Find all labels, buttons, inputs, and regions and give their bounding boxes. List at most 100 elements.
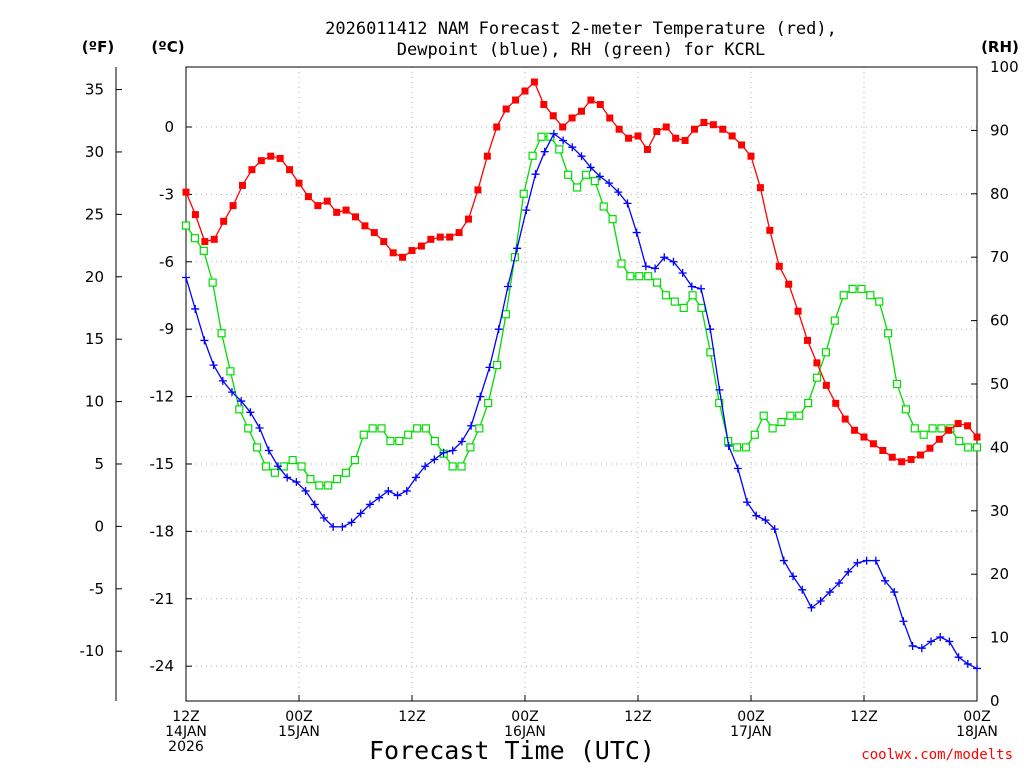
dewpoint-point xyxy=(494,325,503,334)
celsius-tick-label: -24 xyxy=(150,657,175,675)
dewpoint-point xyxy=(678,269,687,278)
dewpoint-series xyxy=(182,129,981,673)
temperature-point xyxy=(286,166,294,174)
dewpoint-point xyxy=(457,437,466,446)
dewpoint-point xyxy=(559,136,568,145)
chart-title-line-1: 2026011412 NAM Forecast 2-meter Temperat… xyxy=(325,19,837,39)
rh-unit-label: (RH) xyxy=(981,38,1019,56)
time-tick-label: 2026 xyxy=(168,739,204,755)
dewpoint-point xyxy=(209,361,218,370)
fahrenheit-tick-label: -10 xyxy=(80,642,105,660)
dewpoint-point xyxy=(191,304,200,313)
dewpoint-point xyxy=(485,363,494,372)
dewpoint-point xyxy=(881,576,890,585)
rh-tick-label: 70 xyxy=(990,248,1009,266)
temperature-point xyxy=(832,399,840,407)
dewpoint-point xyxy=(660,253,669,262)
dewpoint-point xyxy=(347,518,356,527)
rh-point xyxy=(661,291,671,300)
temperature-point xyxy=(794,307,802,315)
dewpoint-point xyxy=(476,392,485,401)
rh-point xyxy=(892,379,902,389)
rh-tick-label: 0 xyxy=(990,692,1000,710)
temperature-point xyxy=(257,157,265,165)
rh-tick-label: 30 xyxy=(990,502,1009,520)
rh-point xyxy=(955,436,964,446)
temperature-point xyxy=(370,229,378,237)
rh-point xyxy=(608,215,617,224)
rh-point xyxy=(857,284,866,293)
rh-point xyxy=(732,443,742,452)
rh-tick-label: 40 xyxy=(990,438,1009,456)
temperature-point xyxy=(964,422,972,430)
celsius-tick-label: -12 xyxy=(150,388,175,406)
fahrenheit-tick-label: 20 xyxy=(85,268,104,286)
time-tick-label: 00Z xyxy=(511,709,538,725)
time-tick-label: 18JAN xyxy=(956,724,998,740)
dewpoint-point xyxy=(540,147,549,156)
dewpoint-point xyxy=(945,637,954,646)
dewpoint-point xyxy=(338,522,347,531)
rh-point xyxy=(599,202,608,211)
dewpoint-point xyxy=(182,273,190,282)
rh-point xyxy=(332,475,342,484)
dewpoint-point xyxy=(927,637,936,646)
rh-point xyxy=(341,468,351,477)
time-tick-label: 00Z xyxy=(737,709,764,725)
dewpoint-point xyxy=(264,446,273,455)
fahrenheit-tick-label: 15 xyxy=(85,330,104,348)
temperature-point xyxy=(869,440,877,448)
temperature-point xyxy=(625,134,633,142)
rh-point xyxy=(475,424,484,433)
dewpoint-point xyxy=(641,262,650,271)
dewpoint-point xyxy=(871,556,880,565)
temperature-point xyxy=(888,453,896,461)
rh-point xyxy=(484,398,493,408)
fahrenheit-unit-label: (ºF) xyxy=(82,38,114,56)
dewpoint-point xyxy=(421,462,430,471)
time-tick-label: 14JAN xyxy=(165,724,207,740)
temperature-point xyxy=(615,125,623,133)
dewpoint-point xyxy=(862,556,871,565)
rh-point xyxy=(590,177,599,186)
rh-point xyxy=(697,303,706,313)
rh-point xyxy=(457,462,466,471)
temperature-point xyxy=(756,184,764,192)
dewpoint-point xyxy=(807,603,816,612)
rh-point xyxy=(626,272,635,281)
temperature-point xyxy=(314,202,322,210)
rh-point xyxy=(572,183,582,192)
fahrenheit-tick-label: 30 xyxy=(85,143,104,161)
rh-series xyxy=(181,132,982,490)
rh-point xyxy=(217,329,226,338)
dewpoint-point xyxy=(825,588,834,597)
time-tick-label: 16JAN xyxy=(504,724,546,740)
rh-point xyxy=(768,424,777,433)
rh-point xyxy=(297,462,306,471)
temperature-point xyxy=(700,118,708,126)
rh-point xyxy=(501,310,511,319)
temperature-point xyxy=(267,152,275,160)
dewpoint-point xyxy=(384,486,393,495)
dewpoint-point xyxy=(365,500,374,509)
rh-point xyxy=(786,411,795,420)
dewpoint-point xyxy=(733,464,742,473)
temperature-point xyxy=(417,242,425,250)
temperature-point xyxy=(304,193,312,201)
temperature-point xyxy=(973,433,981,441)
dewpoint-point xyxy=(715,385,724,394)
rh-point xyxy=(519,189,528,198)
dewpoint-point xyxy=(310,500,319,509)
rh-point xyxy=(226,367,235,376)
chart-title-line-2: Dewpoint (blue), RH (green) for KCRL xyxy=(397,40,765,60)
dewpoint-point xyxy=(651,264,660,273)
dewpoint-point xyxy=(430,455,439,464)
temperature-point xyxy=(220,217,228,225)
rh-point xyxy=(804,398,813,408)
temperature-point xyxy=(239,181,246,189)
temperature-point xyxy=(578,107,585,115)
rh-point xyxy=(315,481,324,490)
x-axis-title: Forecast Time (UTC) xyxy=(369,736,655,765)
